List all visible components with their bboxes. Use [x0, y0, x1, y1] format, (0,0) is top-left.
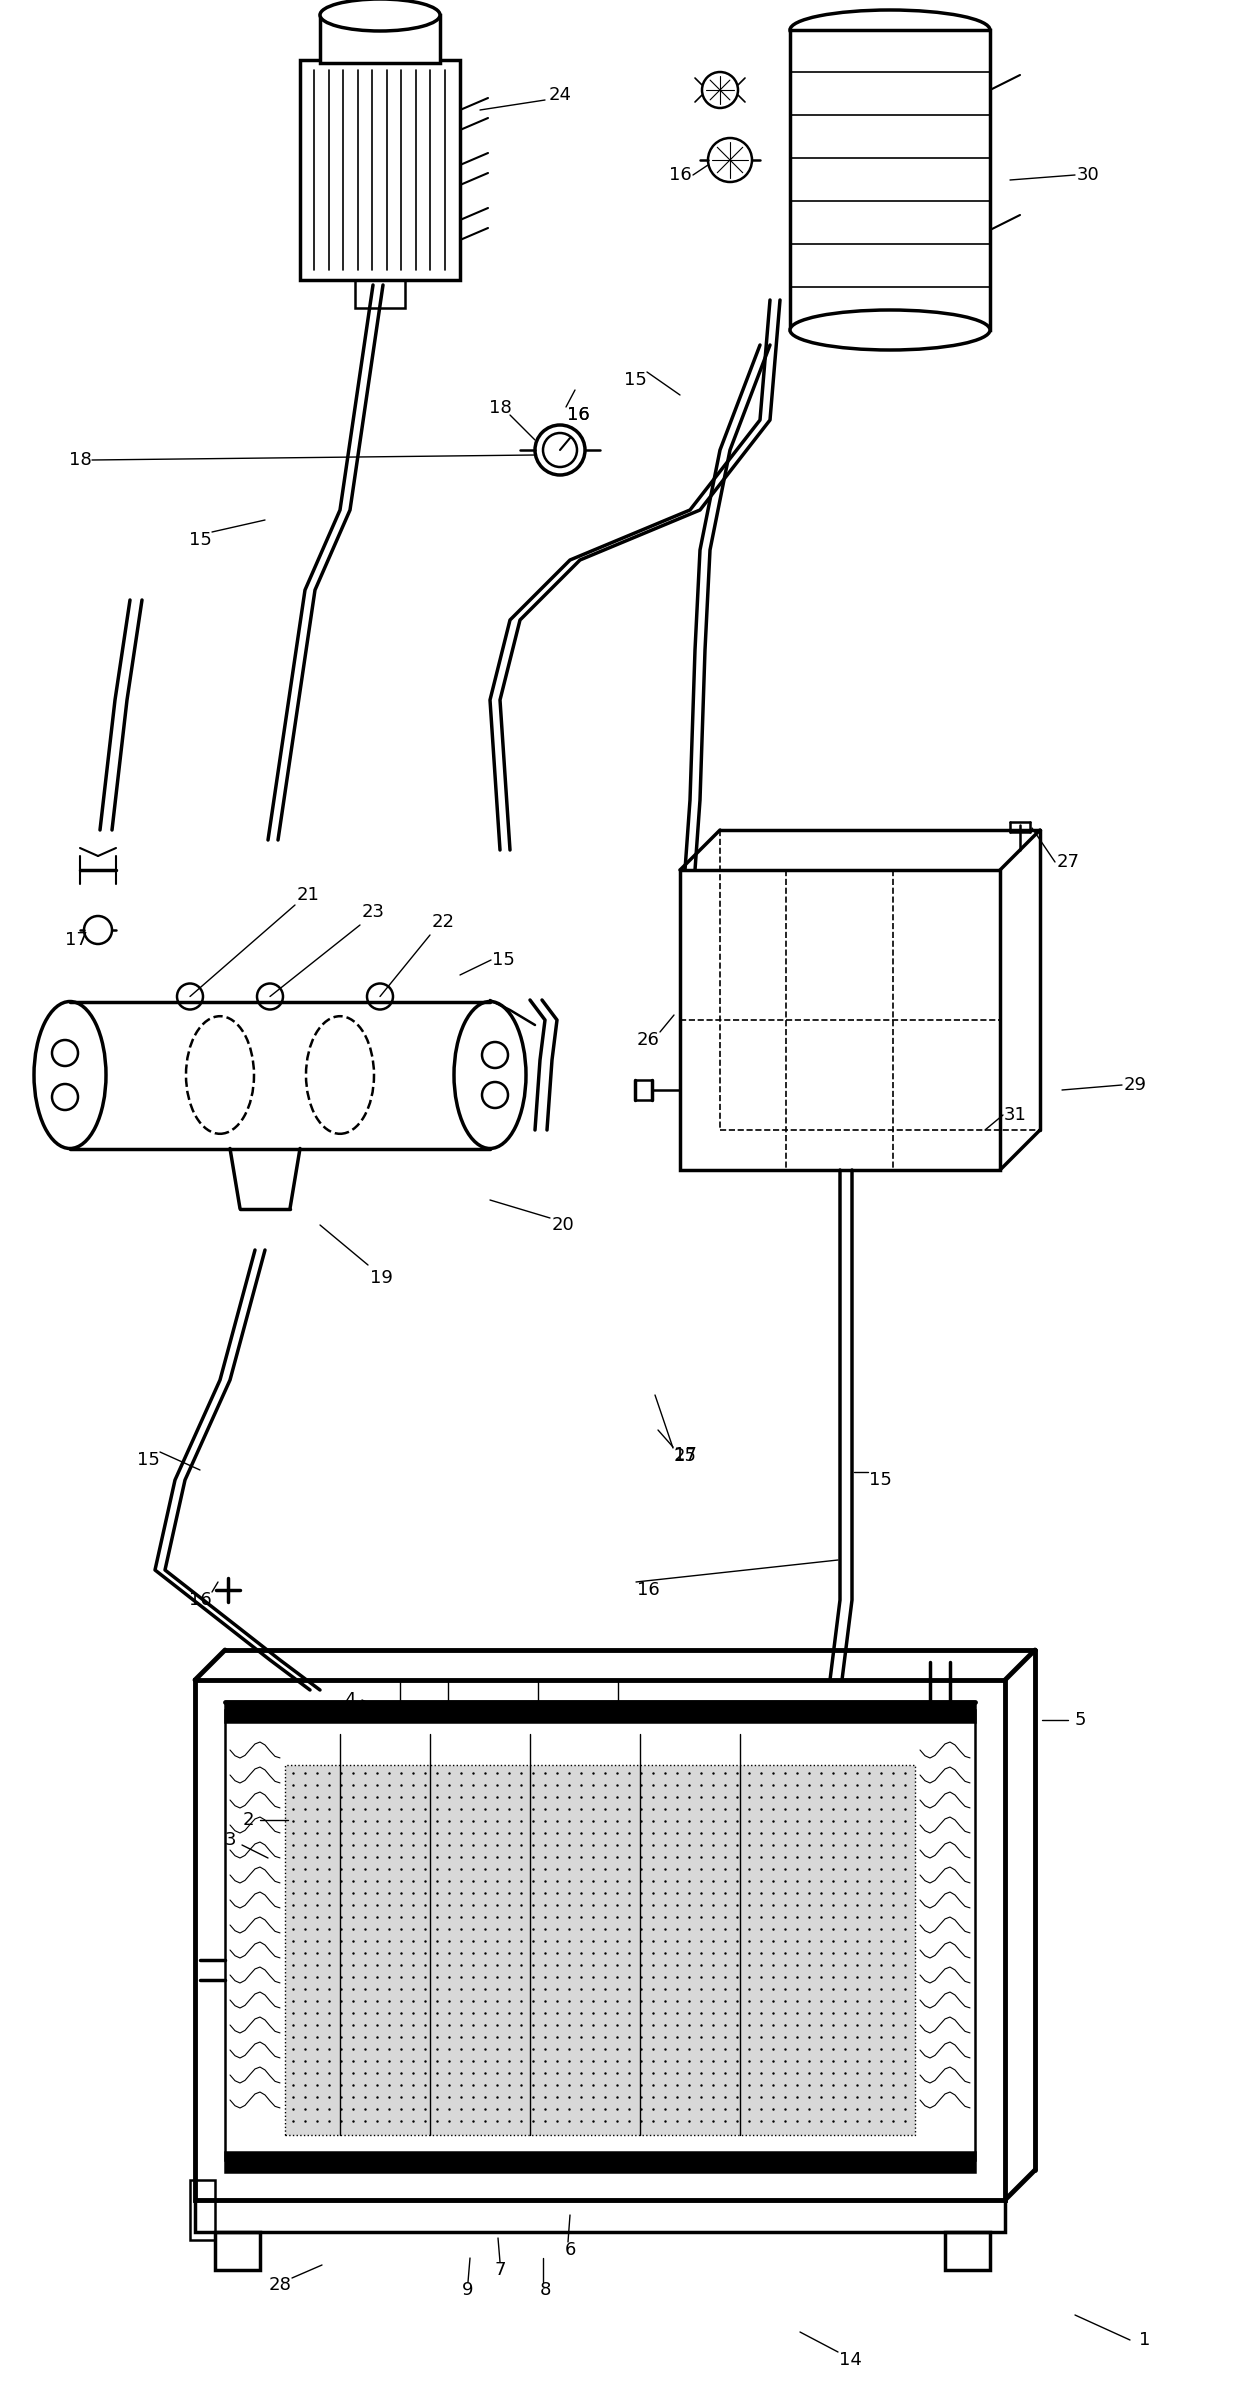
Ellipse shape — [790, 309, 990, 350]
Text: 18: 18 — [489, 398, 511, 417]
Bar — [195, 2199, 1004, 2233]
Bar — [224, 1703, 975, 1722]
Text: 26: 26 — [636, 1031, 660, 1048]
Text: 9: 9 — [463, 2280, 474, 2300]
Text: 17: 17 — [64, 930, 88, 950]
Bar — [285, 1765, 915, 2134]
Bar — [215, 2233, 260, 2271]
Ellipse shape — [33, 1002, 105, 1149]
Bar — [355, 281, 405, 307]
Text: 4: 4 — [345, 1691, 356, 1710]
Ellipse shape — [320, 0, 440, 31]
Text: 12: 12 — [527, 1700, 549, 1719]
Ellipse shape — [454, 1002, 526, 1149]
Bar — [190, 2180, 215, 2240]
Text: 27: 27 — [1056, 854, 1080, 870]
Text: 16: 16 — [567, 405, 589, 424]
Text: 31: 31 — [1003, 1105, 1027, 1125]
Text: 15: 15 — [868, 1470, 892, 1489]
Text: 24: 24 — [548, 86, 572, 103]
Text: 20: 20 — [552, 1216, 574, 1235]
Text: 3: 3 — [224, 1832, 236, 1849]
Text: 14: 14 — [838, 2350, 862, 2369]
Text: 28: 28 — [269, 2276, 291, 2295]
Text: 6: 6 — [564, 2242, 575, 2259]
Bar — [300, 60, 460, 281]
Text: 21: 21 — [296, 885, 320, 904]
Text: 25: 25 — [673, 1446, 697, 1465]
Text: 16: 16 — [188, 1590, 211, 1609]
Text: 15: 15 — [624, 372, 646, 388]
Bar — [680, 870, 999, 1170]
Bar — [790, 31, 990, 331]
Text: 19: 19 — [370, 1269, 392, 1288]
Text: 29: 29 — [1123, 1077, 1147, 1093]
Text: 22: 22 — [432, 914, 455, 930]
Text: 16: 16 — [567, 405, 589, 424]
Bar — [945, 2233, 990, 2271]
Text: 23: 23 — [362, 904, 384, 921]
Text: 16: 16 — [636, 1580, 660, 1599]
Text: 30: 30 — [1076, 165, 1100, 185]
Text: 8: 8 — [539, 2280, 551, 2300]
Text: 15: 15 — [491, 952, 515, 969]
Text: 5: 5 — [1074, 1712, 1086, 1729]
Ellipse shape — [790, 10, 990, 50]
Text: 2: 2 — [242, 1810, 254, 1830]
Text: 15: 15 — [188, 530, 212, 549]
Text: 15: 15 — [136, 1451, 160, 1470]
Text: 11: 11 — [436, 1700, 459, 1719]
Text: 16: 16 — [668, 165, 692, 185]
Text: 18: 18 — [68, 451, 92, 470]
Bar — [224, 1710, 975, 2161]
Text: 7: 7 — [495, 2261, 506, 2278]
Text: 10: 10 — [388, 1700, 412, 1719]
Text: 13: 13 — [606, 1700, 630, 1719]
Bar — [224, 2151, 975, 2173]
Text: 1: 1 — [1140, 2331, 1151, 2350]
Bar — [195, 1681, 1004, 2199]
Text: 17: 17 — [673, 1446, 697, 1465]
Bar — [320, 14, 440, 62]
